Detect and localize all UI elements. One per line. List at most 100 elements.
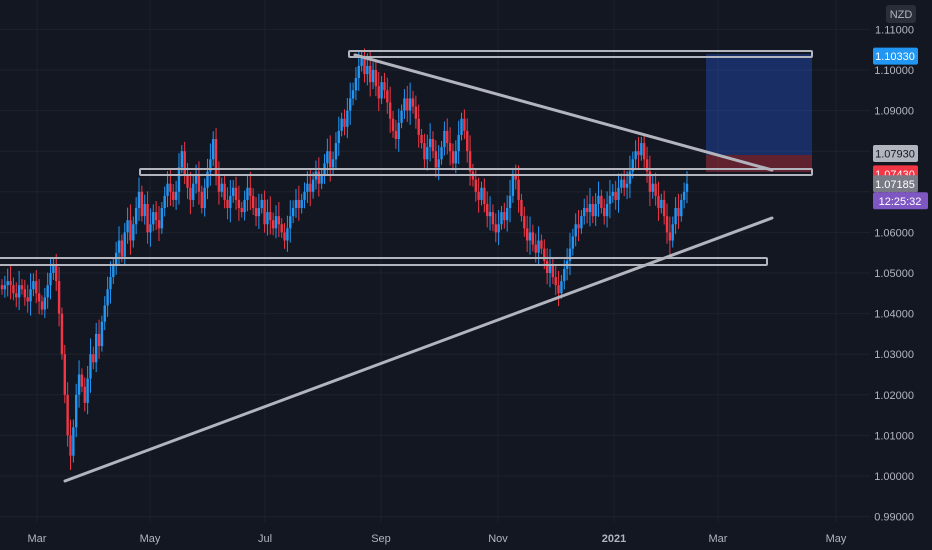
candle-body [157,220,161,229]
candle-body [343,118,346,127]
candle-body [468,151,472,172]
candle-body [657,195,660,209]
candle-body [628,171,632,184]
x-tick-label: Nov [488,533,508,545]
candle-body [52,264,55,273]
candle-body [568,248,572,261]
candle-body [154,212,158,221]
candle-body [306,183,309,192]
candle-body [357,65,360,79]
candle-body [451,151,455,164]
candle-body [440,147,443,160]
candle-body [163,195,166,209]
svg-text:12:25:32: 12:25:32 [879,196,922,208]
price-axis[interactable]: 1.110001.100001.090001.080001.070001.060… [874,24,914,523]
mid-zone[interactable] [139,168,813,176]
candle-body [172,191,175,200]
candle-body [251,195,255,209]
take-profit-zone[interactable] [706,54,812,155]
candle-body [217,175,221,192]
candle-body [183,151,186,176]
candle-body [406,98,409,111]
candle-body [331,159,335,168]
candle-body [180,151,184,168]
candle-body [269,212,272,221]
candle-body [423,143,426,160]
candle-body [120,240,124,257]
candle-body [642,143,646,160]
svg-text:1.07185: 1.07185 [875,179,915,191]
candle-body [12,285,15,294]
candle-body [605,203,609,217]
price-tag: 1.07185 [873,175,918,193]
candle-body [637,151,640,156]
grid-lines [0,0,870,522]
y-tick-label: 1.04000 [874,309,914,321]
candle-body [600,195,603,209]
x-tick-label: May [140,533,161,545]
candle-body [360,57,363,66]
time-axis[interactable]: Mar May Jul Sep Nov 2021 Mar May [28,533,847,545]
candle-body [634,151,637,160]
candle-body [43,297,47,310]
candle-body [480,187,483,200]
candle-body [29,289,32,302]
candle-body [625,183,629,188]
candle-body [231,187,235,196]
candle-body [146,203,149,233]
candle-body [209,159,212,172]
candle-body [403,98,406,111]
candle-body [520,199,523,217]
candle-body [488,212,492,217]
candle-body [37,293,41,302]
candle-body [55,264,58,282]
candle-body [297,199,301,209]
candle-body [371,70,375,83]
candle-body [149,224,152,233]
x-tick-label: May [826,533,847,545]
candle-body [580,216,583,229]
candle-body [354,78,358,91]
candle-body [6,281,9,286]
candle-body [337,130,340,144]
descending-trendline[interactable] [353,53,774,172]
candle-body [377,86,380,99]
candle-body [640,143,643,156]
candle-body [134,208,138,225]
candle-body [194,175,198,184]
candle-body [23,289,27,298]
resistance-top-zone[interactable] [348,50,813,58]
y-tick-label: 1.02000 [874,390,914,402]
ascending-trendline[interactable] [63,216,774,483]
candle-body [169,183,172,192]
support-zone[interactable] [0,257,768,266]
candle-body [160,208,164,229]
candle-body [545,260,549,273]
candle-body [266,212,269,225]
candle-body [320,175,323,184]
candle-body [466,130,469,152]
candle-body [563,268,566,282]
candle-body [437,159,440,168]
candle-body [454,151,458,164]
candle-body [197,175,201,192]
candle-body [428,139,432,148]
candle-body [388,102,392,119]
candle-body [80,374,84,387]
candle-body [20,285,24,290]
candle-body [583,208,586,217]
candle-body [326,151,329,164]
candle-body [523,216,526,229]
candle-body [271,220,275,229]
candle-body [317,171,321,184]
candle-body [123,232,126,257]
currency-badge[interactable]: NZD [886,5,916,23]
svg-text:1.07930: 1.07930 [875,149,915,161]
candle-body [15,293,18,298]
candle-body [503,212,506,221]
candle-body [477,191,480,200]
candle-body [129,220,132,241]
candle-body [97,333,101,347]
countdown-tag: 12:25:32 [873,192,928,210]
